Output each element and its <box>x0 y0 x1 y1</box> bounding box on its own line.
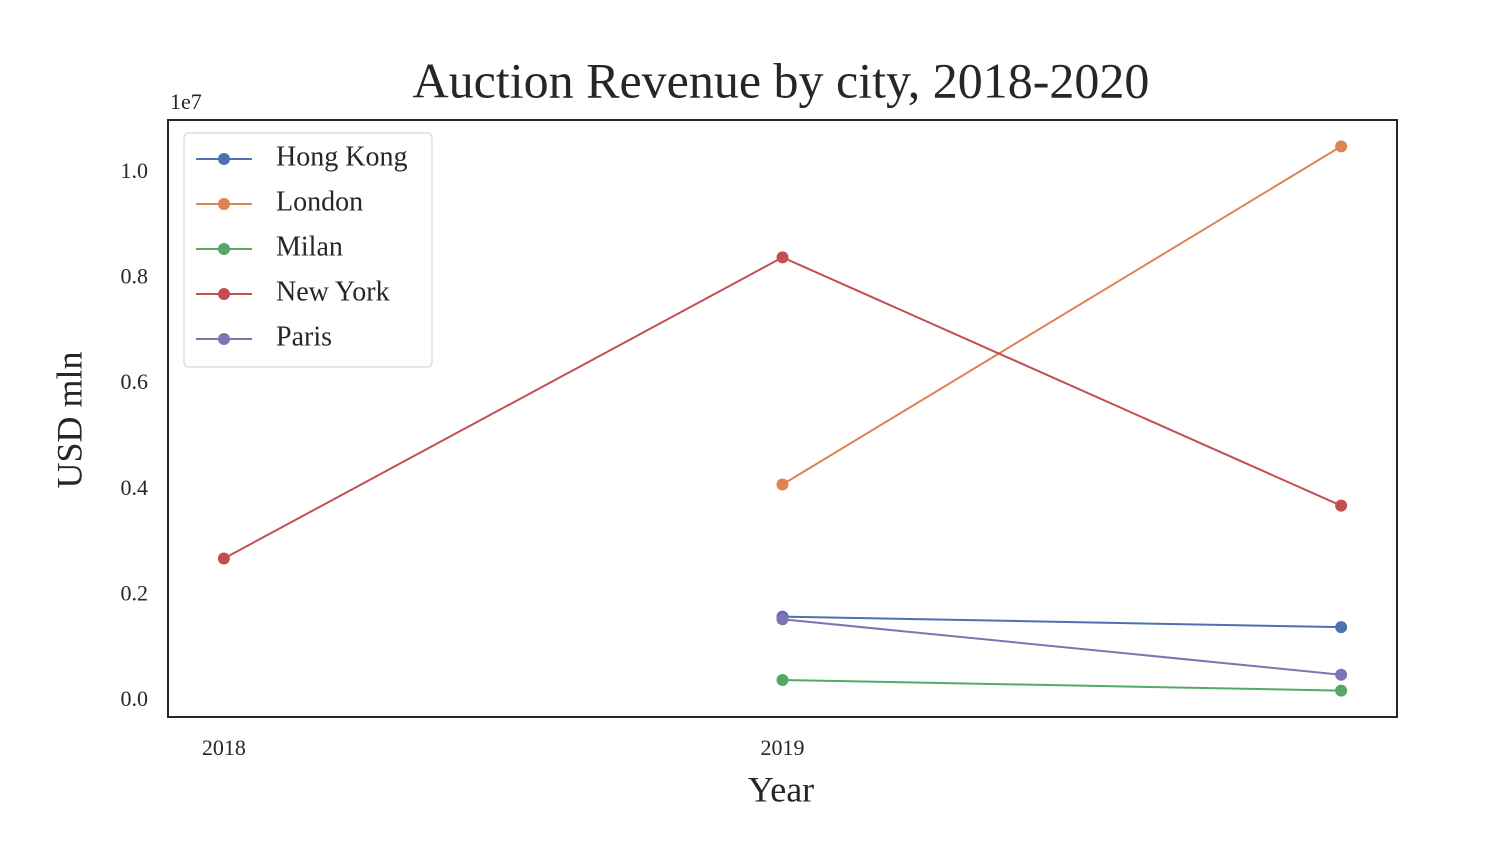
y-offset-label: 1e7 <box>170 89 202 114</box>
data-point <box>776 478 789 491</box>
x-axis-label: Year <box>748 769 814 809</box>
legend-marker <box>218 288 230 300</box>
legend: Hong Kong London Milan New York Paris <box>183 132 433 368</box>
y-tick-label: 0.2 <box>121 581 149 606</box>
data-point <box>1335 140 1348 153</box>
series-line <box>782 679 1342 692</box>
data-point <box>1335 668 1348 681</box>
y-tick-label: 0.6 <box>121 369 149 394</box>
data-point <box>776 613 789 626</box>
legend-marker <box>218 333 230 345</box>
series-line <box>781 145 1342 486</box>
y-tick-label: 0.4 <box>121 475 149 500</box>
legend-label: Milan <box>276 231 343 262</box>
x-tick-label: 2019 <box>761 735 805 760</box>
y-tick-label: 0.8 <box>121 264 149 289</box>
legend-marker <box>218 243 230 255</box>
data-point <box>217 552 230 565</box>
data-point <box>776 674 789 687</box>
y-tick-label: 0.0 <box>121 686 149 711</box>
y-tick-label: 1.0 <box>121 158 149 183</box>
legend-label: London <box>276 186 363 217</box>
legend-label: New York <box>276 276 390 307</box>
chart-title: Auction Revenue by city, 2018-2020 <box>413 52 1150 108</box>
legend-box <box>183 132 433 368</box>
series-line <box>782 615 1342 629</box>
legend-label: Hong Kong <box>276 141 407 172</box>
data-point <box>1335 621 1348 634</box>
data-point <box>776 251 789 264</box>
legend-marker <box>218 198 230 210</box>
data-point <box>1335 684 1348 697</box>
plot-frame <box>167 119 1398 718</box>
legend-label: Paris <box>276 321 332 352</box>
legend-marker <box>218 153 230 165</box>
data-point <box>1335 499 1348 512</box>
y-axis-label: USD mln <box>49 351 89 488</box>
x-tick-label: 2018 <box>202 735 246 760</box>
series-line <box>782 618 1342 676</box>
